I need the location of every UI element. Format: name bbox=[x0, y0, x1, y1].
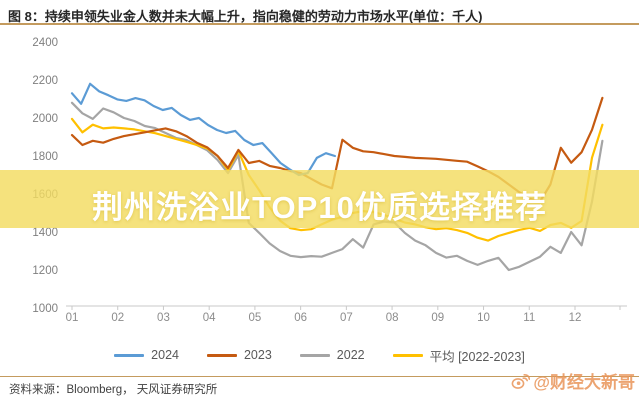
y-tick-label: 2200 bbox=[32, 75, 58, 87]
x-tick-label: 09 bbox=[431, 312, 444, 324]
legend-item-2022: 2022 bbox=[299, 348, 365, 362]
x-tick-label: 03 bbox=[157, 312, 170, 324]
source-label: 资料来源：Bloomberg， 天风证券研究所 bbox=[9, 384, 218, 396]
title-underline-rule bbox=[0, 23, 639, 25]
y-tick-label: 1400 bbox=[32, 227, 58, 239]
x-tick-label: 12 bbox=[569, 312, 582, 324]
legend-marker bbox=[299, 353, 330, 357]
legend-marker bbox=[392, 353, 423, 357]
x-tick-label: 02 bbox=[111, 312, 124, 324]
legend-item-平均 [2022-2023]: 平均 [2022-2023] bbox=[392, 346, 525, 365]
x-tick-label: 05 bbox=[249, 312, 262, 324]
x-tick-label: 07 bbox=[340, 312, 353, 324]
y-tick-label: 1000 bbox=[32, 303, 58, 315]
legend-item-2023: 2023 bbox=[206, 348, 272, 362]
y-tick-label: 1800 bbox=[32, 151, 58, 163]
legend-marker bbox=[114, 353, 145, 357]
x-tick-label: 06 bbox=[294, 312, 307, 324]
x-tick-label: 01 bbox=[66, 312, 79, 324]
legend-label: 平均 [2022-2023] bbox=[429, 349, 525, 364]
series-line-2022 bbox=[70, 101, 604, 272]
x-tick-label: 10 bbox=[477, 312, 490, 324]
legend-marker bbox=[206, 353, 237, 357]
yellow-banner-band bbox=[0, 170, 639, 228]
chart-legend: 2024 2023 2022 平均 [2022-2023] bbox=[0, 346, 639, 364]
figure-title: 图 8：持续申领失业金人数并未大幅上升，指向稳健的劳动力市场水平(单位：千人) bbox=[8, 9, 483, 24]
y-tick-label: 2000 bbox=[32, 113, 58, 125]
watermark-text: @财经大新哥 bbox=[533, 373, 635, 392]
y-tick-label: 2400 bbox=[32, 37, 58, 49]
footer-rule bbox=[0, 376, 639, 377]
x-tick-label: 04 bbox=[203, 312, 216, 324]
series-line-2024 bbox=[70, 82, 336, 177]
legend-label: 2024 bbox=[151, 348, 179, 362]
legend-item-2024: 2024 bbox=[114, 348, 179, 362]
legend-label: 2023 bbox=[243, 348, 272, 362]
banner-overlay-text: 荆州洗浴业TOP10优质选择推荐 bbox=[92, 190, 547, 225]
x-tick-label: 08 bbox=[386, 312, 399, 324]
x-tick-label: 11 bbox=[523, 312, 535, 324]
y-tick-label: 1200 bbox=[32, 265, 58, 277]
weibo-icon bbox=[512, 373, 531, 389]
watermark: @财经大新哥 bbox=[510, 368, 635, 393]
legend-label: 2022 bbox=[336, 348, 365, 362]
